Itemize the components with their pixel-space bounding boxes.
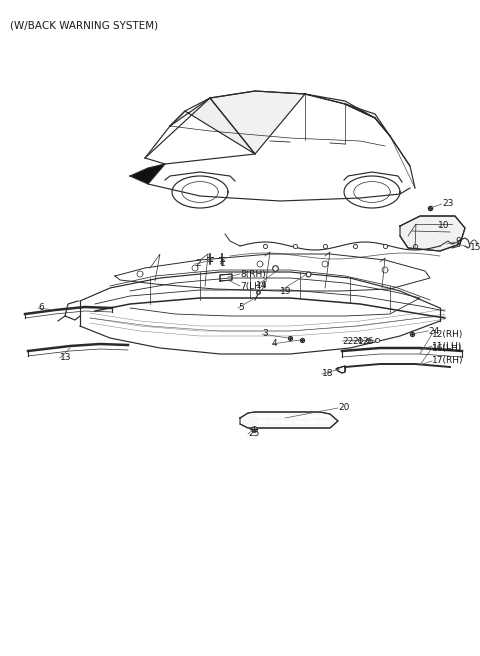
Text: 16(LH): 16(LH) <box>432 344 462 352</box>
Polygon shape <box>210 91 305 154</box>
Text: 18: 18 <box>322 369 334 379</box>
Polygon shape <box>130 164 165 184</box>
Text: 6: 6 <box>38 304 44 312</box>
Polygon shape <box>305 94 375 118</box>
Text: 17(RH): 17(RH) <box>432 356 464 365</box>
Text: 8(RH): 8(RH) <box>240 270 266 279</box>
Text: 22: 22 <box>342 337 353 346</box>
Text: 21: 21 <box>352 337 363 346</box>
Text: 11(LH): 11(LH) <box>432 342 462 350</box>
Text: 1: 1 <box>220 260 226 268</box>
Polygon shape <box>345 104 390 136</box>
Text: 9: 9 <box>455 237 461 247</box>
Polygon shape <box>400 216 465 251</box>
Polygon shape <box>220 274 232 281</box>
Text: 25: 25 <box>248 430 259 438</box>
Text: 10: 10 <box>438 222 449 230</box>
Text: 2: 2 <box>195 260 201 268</box>
Text: 19: 19 <box>280 287 291 295</box>
Text: 5: 5 <box>238 304 244 312</box>
Polygon shape <box>172 176 228 208</box>
Text: 12(RH): 12(RH) <box>432 329 463 338</box>
Polygon shape <box>170 98 255 154</box>
Text: 3: 3 <box>262 329 268 338</box>
Text: 24: 24 <box>428 327 439 335</box>
Polygon shape <box>240 412 338 428</box>
Text: (W/BACK WARNING SYSTEM): (W/BACK WARNING SYSTEM) <box>10 21 158 31</box>
Polygon shape <box>458 238 470 248</box>
Text: 14: 14 <box>256 281 267 291</box>
Text: 23: 23 <box>442 199 454 209</box>
Text: 13: 13 <box>60 354 72 363</box>
Text: 20: 20 <box>338 403 349 413</box>
Polygon shape <box>344 176 400 208</box>
Polygon shape <box>336 366 345 373</box>
Text: 4: 4 <box>272 340 277 348</box>
Text: 15: 15 <box>470 243 480 253</box>
Text: 26: 26 <box>362 337 373 346</box>
Text: 7(LH): 7(LH) <box>240 281 264 291</box>
